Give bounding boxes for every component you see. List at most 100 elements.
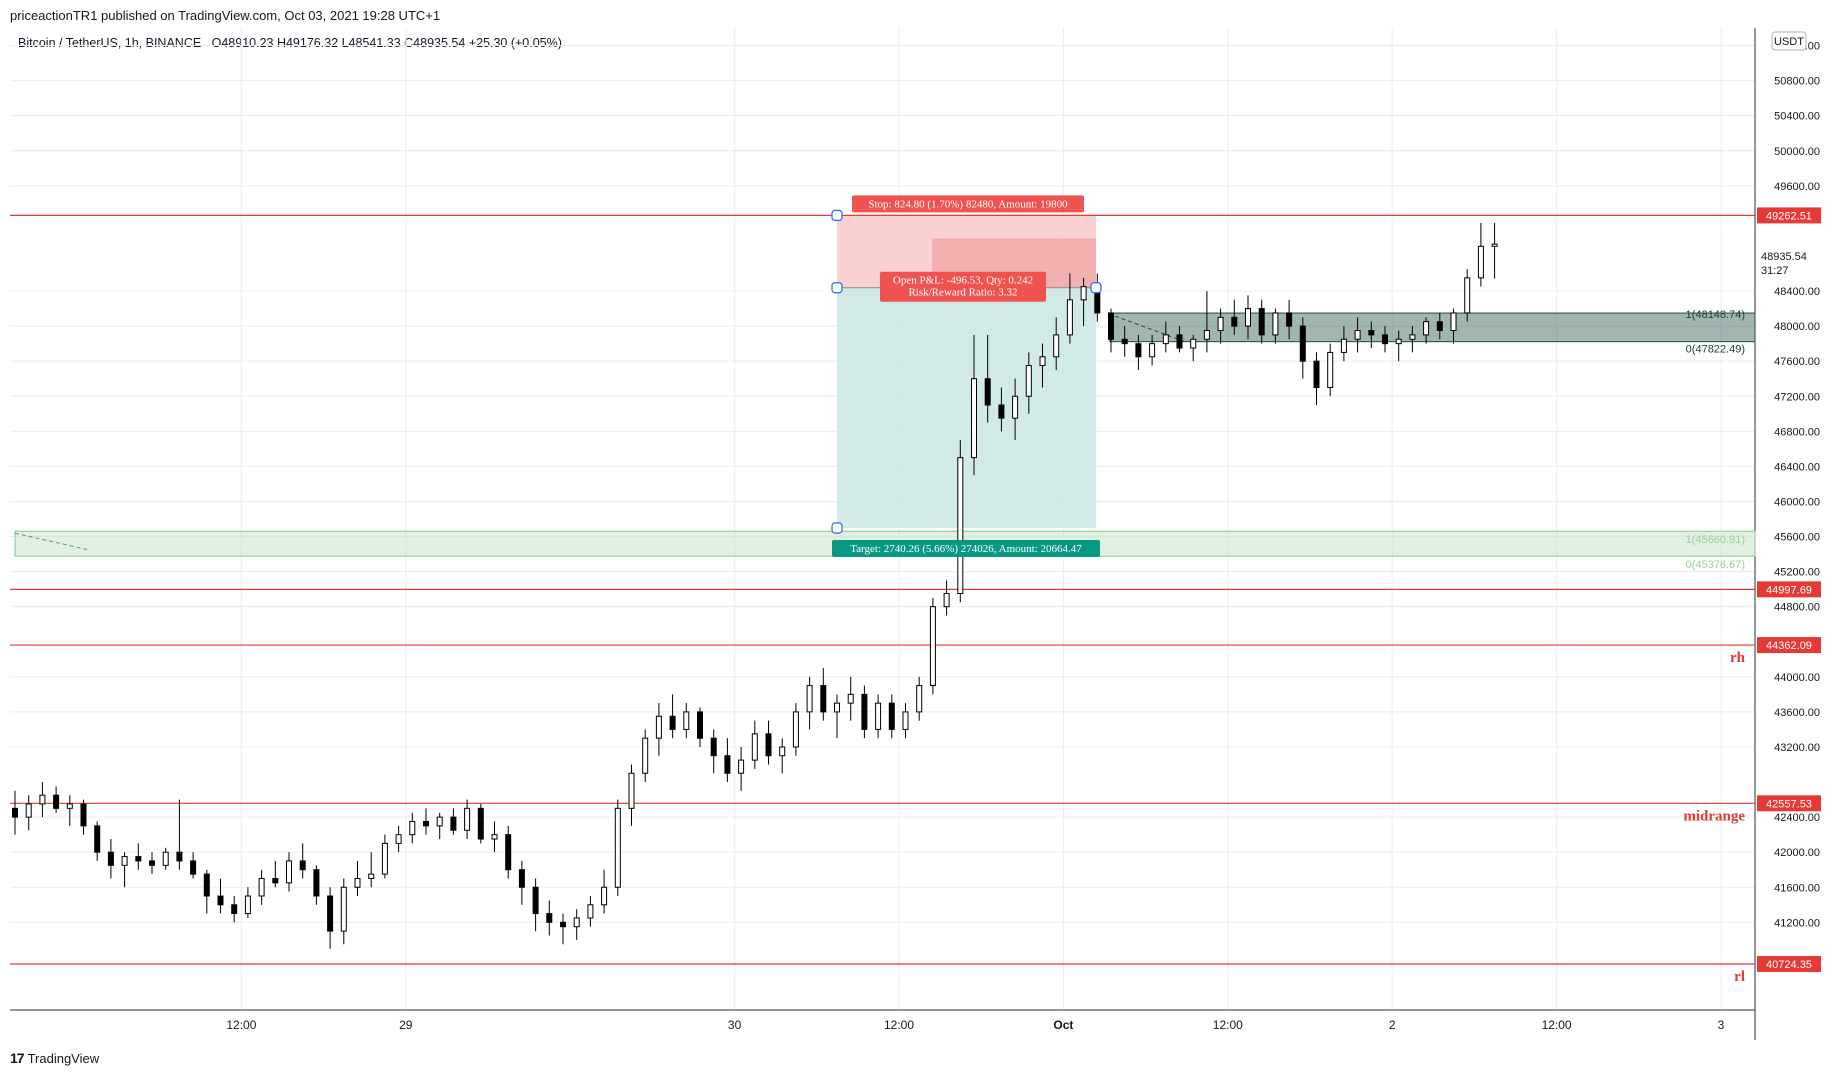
candle-body: [121, 856, 128, 866]
candle-body: [1217, 316, 1224, 331]
level-price-tag: [1757, 795, 1821, 812]
price-tick-label: 50400.00: [1774, 111, 1820, 123]
candle-body: [532, 886, 539, 915]
drag-handle[interactable]: [831, 522, 843, 534]
candle-body: [395, 834, 402, 844]
candle-body: [1395, 338, 1402, 345]
candle-body: [875, 702, 882, 730]
fib-zone-dark[interactable]: [1109, 312, 1756, 343]
candle-body: [258, 877, 265, 897]
candle-body: [190, 860, 197, 875]
candle-body: [135, 856, 142, 862]
candle-body: [368, 873, 375, 879]
candle-body: [1203, 329, 1210, 340]
candle-body: [1368, 329, 1375, 336]
candle-body: [1135, 343, 1142, 358]
candle-body: [1286, 312, 1293, 327]
fib-label-top: 1(45660.91): [1686, 534, 1745, 546]
candle-body: [929, 606, 936, 687]
candle-body: [1039, 356, 1046, 367]
footer-brand: TradingView: [27, 1050, 100, 1066]
price-tick-label: 43200.00: [1774, 742, 1820, 754]
last-price-box: [1757, 246, 1821, 278]
countdown-label: 31:27: [1761, 265, 1789, 277]
last-price-label: 48935.54: [1761, 251, 1807, 263]
candle-body: [518, 869, 525, 888]
candle-body: [217, 895, 224, 906]
price-tick-label: 47600.00: [1774, 356, 1820, 368]
candle-body: [299, 860, 306, 871]
drag-handle[interactable]: [1090, 282, 1102, 294]
candle-body: [1272, 312, 1279, 336]
level-tag-rh: rh: [1730, 650, 1746, 666]
price-tick-label: 42400.00: [1774, 812, 1820, 824]
price-tick-label: 49600.00: [1774, 181, 1820, 193]
candle-body: [107, 851, 114, 866]
stop-label-box: [852, 195, 1084, 213]
candle-body: [1313, 360, 1320, 388]
currency-badge[interactable]: [1771, 31, 1807, 51]
target-label-box: [832, 539, 1100, 557]
time-tick-label: 12:00: [226, 1018, 256, 1032]
candle-body: [1354, 329, 1361, 340]
candle-body: [1382, 334, 1388, 345]
price-tick-label: 41200.00: [1774, 917, 1820, 929]
candle-body: [601, 886, 608, 906]
time-tick-label: 30: [728, 1018, 742, 1032]
time-tick-label: 2: [1389, 1018, 1396, 1032]
candle-body: [381, 842, 388, 875]
candle-body: [1436, 321, 1443, 331]
price-tick-label: 48000.00: [1774, 321, 1820, 333]
time-tick-label: Oct: [1053, 1018, 1073, 1032]
level-price-label: 44997.69: [1766, 584, 1812, 596]
time-tick-label: 12:00: [884, 1018, 914, 1032]
published-credit: priceactionTR1 published on TradingView.…: [10, 8, 441, 23]
candle-body: [1423, 321, 1430, 336]
candle-body: [834, 702, 840, 713]
candle-body: [916, 685, 923, 713]
candle-body: [861, 693, 868, 730]
level-price-label: 44362.09: [1766, 640, 1812, 652]
candle-body: [1162, 334, 1169, 345]
price-tick-label: 46000.00: [1774, 496, 1820, 508]
candle-body: [642, 737, 649, 774]
fib-label-bottom: 0(47822.49): [1686, 344, 1745, 356]
level-price-tag: [1757, 207, 1821, 224]
candle-body: [888, 702, 895, 730]
candle-body: [94, 825, 101, 853]
price-tick-label: 46400.00: [1774, 461, 1820, 473]
candle-body: [1340, 338, 1347, 353]
candle-body: [1149, 343, 1156, 358]
level-price-tag: [1757, 581, 1821, 598]
drag-handle[interactable]: [831, 209, 843, 222]
candle-body: [628, 772, 635, 809]
candle-body: [244, 895, 251, 915]
level-price-tag: [1757, 956, 1821, 973]
candle-body: [560, 921, 566, 928]
price-tick-label: 43600.00: [1774, 707, 1820, 719]
target-zone[interactable]: [837, 287, 1096, 528]
candle-body: [286, 860, 292, 884]
symbol-legend: Bitcoin / TetherUS, 1h, BINANCE O48910.2…: [18, 36, 562, 50]
price-tick-label: 41600.00: [1774, 882, 1820, 894]
candle-body: [614, 807, 621, 888]
price-tick-label: 42000.00: [1774, 847, 1820, 859]
price-tick-label: 44800.00: [1774, 602, 1820, 614]
candle-body: [683, 711, 690, 730]
footer: 17 TradingView: [10, 1050, 99, 1066]
price-tick-label: 48400.00: [1774, 286, 1820, 298]
candle-body: [1409, 334, 1416, 340]
candle-body: [669, 715, 676, 730]
time-tick-label: 12:00: [1213, 1018, 1243, 1032]
candle-body: [1176, 334, 1183, 349]
candle-body: [1053, 334, 1060, 358]
candle-body: [327, 895, 334, 932]
price-tick-label: 44000.00: [1774, 672, 1820, 684]
drag-handle[interactable]: [831, 282, 843, 294]
candle-body: [710, 737, 717, 757]
candle-body: [423, 820, 429, 827]
candle-body: [464, 807, 471, 831]
candle-body: [477, 807, 484, 840]
candle-body: [655, 715, 662, 739]
